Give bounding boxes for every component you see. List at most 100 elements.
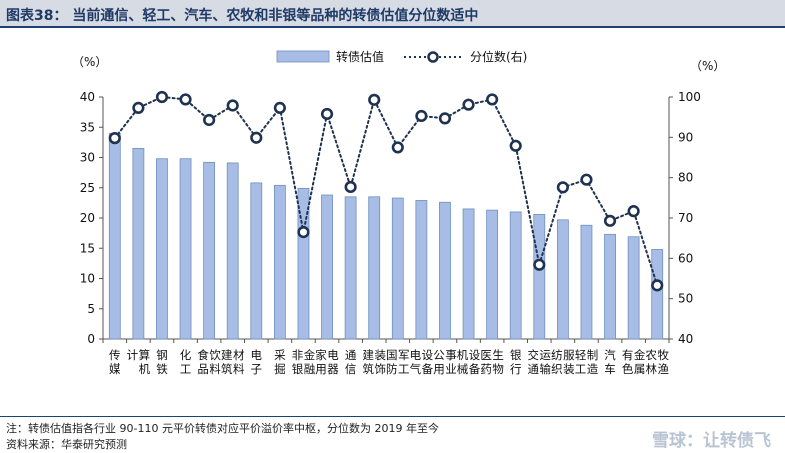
footnote: 注：转债估值指各行业 90-110 元平价转债对应平价溢价率中枢，分位数为 20… [6,422,439,435]
right-tick-label: 40 [678,332,693,346]
bar [344,196,357,340]
line-point [486,93,499,106]
category-label: 电气设备 [410,348,434,376]
line-point [415,109,428,123]
bar [179,158,192,340]
bar [509,211,522,340]
category-labels: 传媒计算机钢铁化工食品饮料建筑材料电子采掘非银金融家用电器通信建筑装饰国防军工电… [109,348,669,376]
legend: 转债估值 分位数(右) [276,49,527,64]
line-point [603,214,617,227]
line-point [155,90,169,104]
category-label: 传媒 [109,348,121,376]
bar [439,201,451,340]
category-label: 非银金融 [292,348,316,376]
category-label: 机械设备 [457,348,481,376]
category-label: 电子 [251,348,263,376]
category-label: 纺织服装 [551,348,575,376]
right-tick-label: 80 [678,171,693,185]
right-tick-label: 70 [678,211,693,225]
category-label: 银行 [510,348,522,376]
bar [556,219,569,340]
bar [462,208,475,340]
line-point [132,101,145,114]
line-point [226,99,239,112]
category-label: 汽车 [604,348,616,376]
legend-entry-line: 分位数(右) [470,49,527,64]
left-tick-label: 5 [87,302,95,316]
line-point [250,131,263,144]
legend-bar-swatch [276,50,330,63]
category-label: 医药生物 [480,348,504,376]
chart-title: 图表38： 当前通信、轻工、汽车、农牧和非银等品种的转债估值分位数适中 [6,8,479,24]
bar [226,162,239,340]
line-point [273,101,286,114]
category-label: 建筑材料 [221,348,245,376]
line-series [108,90,664,292]
bar [203,161,216,340]
series-line [113,95,659,287]
bar [651,249,664,340]
line-point [344,180,357,194]
line-point [580,173,593,186]
left-tick-label: 20 [80,211,95,225]
bar [604,233,616,340]
line-point [438,112,452,125]
bar [108,132,121,340]
bar [297,187,310,340]
right-tick-label: 60 [678,251,693,265]
right-axis-label: （%） [690,59,725,73]
left-tick-label: 15 [80,241,95,255]
bar [580,224,593,340]
category-label: 化工 [180,348,192,376]
category-label: 农林牧渔 [645,348,669,376]
category-label: 计算机 [127,348,151,376]
left-tick-label: 40 [80,90,95,104]
category-label: 交通运输 [528,348,552,376]
line-point [179,93,192,106]
line-point [391,141,404,154]
bar [391,197,404,340]
right-tick-label: 90 [678,130,693,144]
bar [273,184,286,340]
category-label: 国防军工 [386,348,410,376]
category-label: 食品饮料 [197,348,221,376]
bar [132,148,145,340]
line-point [368,93,381,106]
bar [368,196,381,340]
line-point [556,181,569,194]
chart: 转债估值 分位数(右) 0 5 10 15 20 25 30 35 40 40 50 60 70 80 90 1… [72,49,725,376]
category-label: 轻工制造 [575,348,599,376]
line-point [533,258,546,271]
category-label: 有色金属 [622,348,646,376]
title-bar: 图表38： 当前通信、轻工、汽车、农牧和非银等品种的转债估值分位数适中 [0,0,785,28]
line-point [462,98,475,111]
line-point [320,107,334,121]
legend-line-marker [427,51,439,63]
category-label: 建筑装饰 [362,348,386,376]
left-tick-label: 30 [80,151,95,165]
category-label: 公用事业 [433,348,457,376]
bar [250,182,263,340]
bar [156,158,168,340]
left-axis-label: （%） [72,55,107,69]
axes: 0 5 10 15 20 25 30 35 40 40 50 60 70 80 90 100 （%） （%） [72,55,725,346]
line-point [108,132,121,145]
watermark: 雪球：让转债飞 [652,431,771,451]
line-point [297,226,310,239]
left-tick-label: 35 [80,120,95,134]
left-tick-label: 0 [87,332,95,346]
line-point [651,279,664,292]
bar [627,236,640,340]
line-point [509,139,522,152]
source-note: 资料来源：华泰研究预测 [6,438,127,451]
category-label: 钢铁 [156,348,168,376]
footer: 注：转债估值指各行业 90-110 元平价转债对应平价溢价率中枢，分位数为 20… [0,416,785,453]
bar [533,213,546,340]
line-point [627,205,640,218]
right-tick-label: 100 [678,90,701,104]
bar [415,200,428,340]
bar [321,194,333,340]
category-label: 采掘 [274,348,286,376]
left-tick-label: 10 [80,272,95,286]
left-tick-label: 25 [80,181,95,195]
